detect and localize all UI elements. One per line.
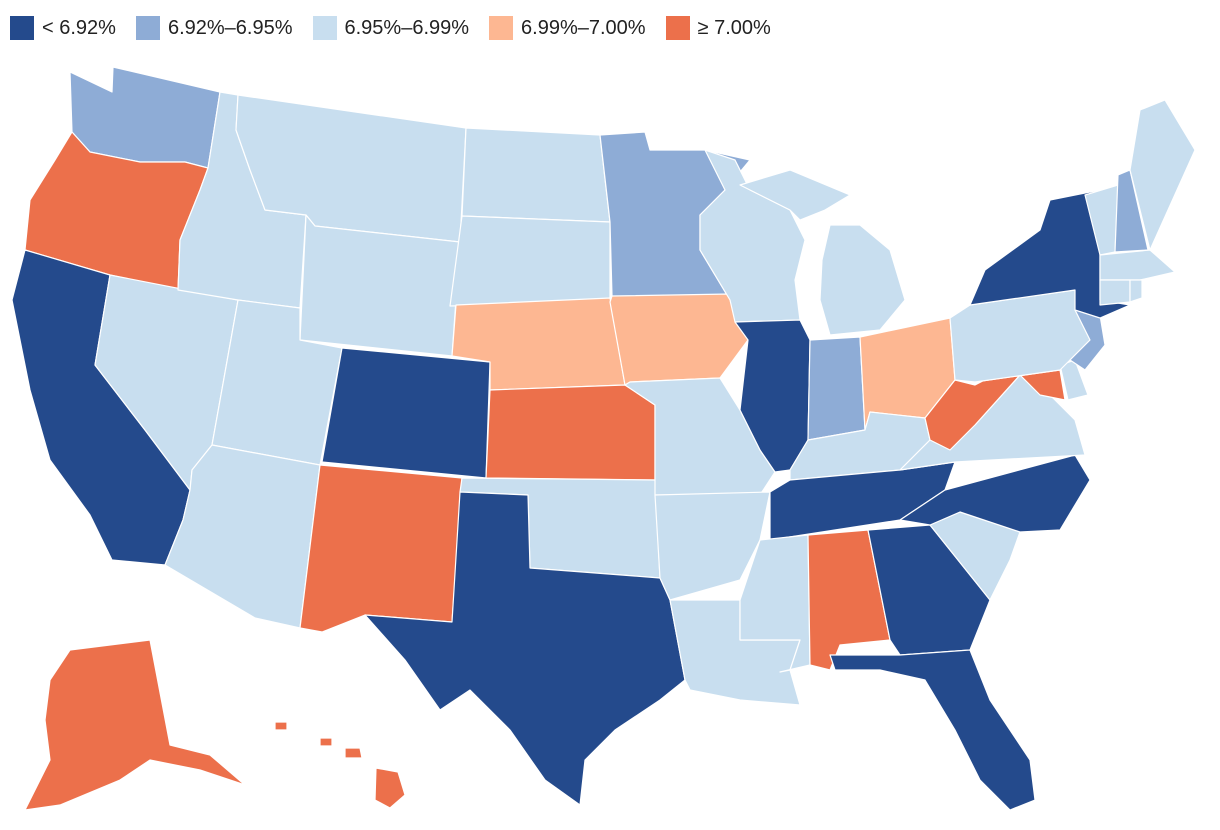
legend-item: < 6.92% — [10, 16, 116, 40]
state-nd[interactable] — [461, 127, 611, 223]
state-tx[interactable] — [364, 491, 686, 806]
state-hi[interactable] — [274, 721, 406, 809]
legend-swatch — [665, 16, 690, 40]
state-sd[interactable] — [449, 215, 611, 307]
state-wy[interactable] — [299, 214, 461, 357]
state-ia[interactable] — [609, 293, 749, 386]
legend-item: 6.95%–6.99% — [312, 16, 470, 40]
state-nm[interactable] — [299, 464, 463, 633]
us-choropleth-map — [11, 66, 1196, 811]
state-in[interactable] — [807, 336, 866, 441]
legend-label: < 6.92% — [42, 17, 116, 39]
legend-swatch — [489, 16, 514, 40]
legend-swatch — [10, 16, 34, 40]
state-fl[interactable] — [829, 649, 1036, 811]
legend-label: 6.95%–6.99% — [344, 17, 470, 39]
legend-label: ≥ 7.00% — [697, 17, 771, 39]
state-ks[interactable] — [485, 384, 656, 481]
legend-item: 6.99%–7.00% — [489, 16, 646, 40]
legend-item: 6.92%–6.95% — [135, 16, 293, 40]
state-mo[interactable] — [624, 377, 776, 496]
map-legend: < 6.92% 6.92%–6.95% 6.95%–6.99% 6.99%–7.… — [10, 10, 791, 46]
state-il[interactable] — [734, 319, 811, 473]
legend-label: 6.99%–7.00% — [521, 17, 646, 39]
state-ri[interactable] — [1129, 279, 1143, 303]
state-co[interactable] — [321, 347, 491, 479]
state-nc[interactable] — [899, 454, 1091, 533]
state-ma[interactable] — [1099, 249, 1176, 281]
state-me[interactable] — [1129, 99, 1196, 251]
legend-label: 6.92%–6.95% — [167, 17, 293, 39]
state-ak[interactable] — [24, 639, 246, 811]
legend-item: ≥ 7.00% — [665, 16, 771, 40]
legend-swatch — [135, 16, 160, 40]
state-de[interactable] — [1059, 359, 1089, 401]
state-ct[interactable] — [1099, 279, 1131, 306]
legend-swatch — [312, 16, 337, 40]
state-mi[interactable] — [739, 169, 906, 336]
